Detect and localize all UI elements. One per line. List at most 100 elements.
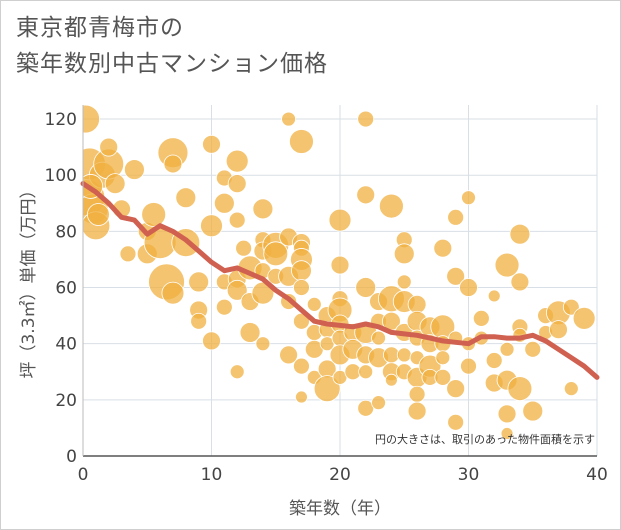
y-tick-label: 40 bbox=[55, 335, 77, 355]
bubble-point bbox=[446, 266, 466, 286]
bubble-point bbox=[371, 330, 386, 346]
bubble-point bbox=[295, 390, 308, 404]
bubble-point bbox=[289, 129, 314, 154]
bubble-point bbox=[357, 110, 375, 128]
y-axis-label: 坪（3.3㎡）単価（万円） bbox=[19, 181, 39, 378]
bubble-point bbox=[255, 336, 271, 352]
bubble-point bbox=[202, 134, 221, 154]
bubble-point bbox=[330, 255, 350, 275]
bubble-point bbox=[313, 375, 341, 403]
x-axis-label: 築年数（年） bbox=[289, 499, 391, 519]
bubble-point bbox=[509, 223, 531, 245]
bubble-point bbox=[227, 174, 247, 194]
bubble-point bbox=[175, 187, 197, 209]
bubble-point bbox=[200, 214, 223, 238]
bubble-point bbox=[228, 211, 246, 229]
bubble-point bbox=[524, 340, 542, 358]
bubble-point bbox=[279, 345, 299, 365]
bubble-series bbox=[83, 105, 596, 440]
bubble-point bbox=[472, 310, 490, 327]
y-tick-label: 80 bbox=[55, 222, 77, 242]
size-note: 円の大きさは、取引のあった物件面積を示す bbox=[375, 432, 595, 446]
bubble-point bbox=[549, 320, 568, 340]
y-tick-label: 60 bbox=[55, 279, 77, 299]
bubble-point bbox=[435, 350, 451, 366]
bubble-point bbox=[87, 203, 110, 226]
axes: 0 20 40 60 80 100 120 0 10 20 30 40 bbox=[45, 105, 608, 485]
bubble-point bbox=[522, 400, 544, 422]
bubble-point bbox=[161, 281, 185, 305]
y-tick-label: 0 bbox=[66, 447, 77, 467]
y-tick-label: 100 bbox=[45, 166, 77, 186]
x-tick-label: 20 bbox=[329, 465, 351, 485]
bubble-point bbox=[396, 274, 412, 290]
bubble-point bbox=[235, 239, 253, 257]
x-tick-label: 10 bbox=[201, 465, 223, 485]
bubble-point bbox=[99, 137, 119, 157]
bubble-point bbox=[446, 379, 466, 399]
y-tick-label: 20 bbox=[55, 391, 77, 411]
bubble-point bbox=[141, 202, 167, 227]
bubble-point bbox=[459, 278, 478, 297]
y-tick-label: 120 bbox=[45, 110, 77, 130]
bubble-point bbox=[572, 307, 596, 330]
trend-series bbox=[80, 181, 600, 380]
bubble-point bbox=[328, 208, 352, 232]
x-tick-label: 0 bbox=[78, 465, 89, 485]
bubble-point bbox=[104, 173, 126, 195]
bubble-point bbox=[239, 322, 261, 343]
bubble-point bbox=[226, 279, 248, 301]
bubble-point bbox=[202, 331, 221, 351]
bubble-point bbox=[384, 373, 398, 387]
bubble-point bbox=[252, 198, 274, 220]
bubble-point bbox=[500, 427, 514, 440]
bubble-point bbox=[433, 238, 453, 258]
bubble-point bbox=[358, 364, 374, 380]
bubble-point bbox=[510, 272, 530, 292]
bubble-point bbox=[393, 243, 415, 265]
bubble-point bbox=[507, 376, 533, 402]
bubble-point bbox=[263, 241, 289, 267]
bubble-point bbox=[434, 368, 452, 386]
bubble-point bbox=[396, 347, 412, 363]
bubble-point bbox=[356, 185, 376, 205]
x-tick-label: 30 bbox=[458, 465, 480, 485]
bubble-point bbox=[213, 192, 235, 214]
bubble-point bbox=[281, 111, 297, 127]
bubble-point bbox=[291, 260, 312, 282]
trend-line bbox=[80, 181, 600, 380]
bubble-point bbox=[355, 277, 377, 298]
bubble-point bbox=[407, 294, 427, 314]
bubble-point bbox=[460, 357, 477, 375]
bubble-point bbox=[485, 352, 503, 369]
bubble-point bbox=[499, 341, 515, 357]
bubble-point bbox=[306, 296, 322, 312]
bubble-point bbox=[494, 252, 520, 278]
bubble-point bbox=[447, 208, 465, 226]
bubble-point bbox=[119, 245, 137, 263]
bubble-point bbox=[378, 193, 404, 219]
bubble-point bbox=[225, 149, 249, 173]
bubble-point bbox=[371, 395, 386, 411]
bubble-point bbox=[408, 385, 426, 403]
bubble-point bbox=[190, 312, 208, 330]
bubble-point bbox=[487, 289, 501, 303]
bubble-point bbox=[229, 364, 245, 380]
bubble-point bbox=[163, 154, 183, 174]
bubble-point bbox=[497, 404, 517, 424]
bubble-point bbox=[293, 279, 310, 296]
bubble-point bbox=[123, 159, 145, 180]
bubble-point bbox=[357, 399, 375, 417]
bubble-point bbox=[407, 401, 427, 421]
bubble-point bbox=[83, 105, 100, 134]
bubble-point bbox=[188, 271, 210, 293]
bubble-point bbox=[293, 357, 310, 375]
bubble-point bbox=[563, 381, 579, 397]
bubble-point bbox=[447, 413, 465, 431]
bubble-point bbox=[562, 298, 580, 316]
bubble-point bbox=[461, 190, 476, 206]
x-tick-label: 40 bbox=[586, 465, 608, 485]
bubble-point bbox=[215, 298, 233, 316]
chart-title: 東京都青梅市の 築年数別中古マンション価格 bbox=[16, 15, 328, 77]
